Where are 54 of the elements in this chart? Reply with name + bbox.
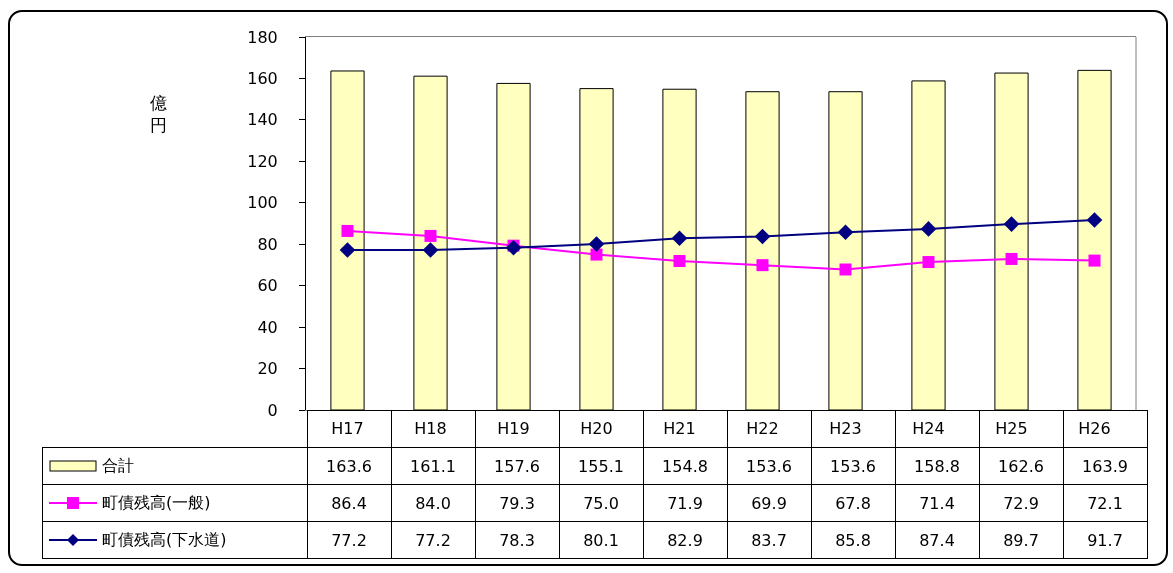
- y-axis-title: 億円: [148, 92, 168, 136]
- data-label: 84.0: [391, 484, 475, 522]
- data-label: 163.9: [1063, 447, 1147, 485]
- x-tick-label: H19: [497, 419, 530, 439]
- legend-label: 町債残高(下水道): [42, 521, 307, 559]
- data-label: 157.6: [475, 447, 559, 485]
- y-tick-label: 40: [257, 317, 278, 337]
- data-label: 71.4: [895, 484, 979, 522]
- data-label: 89.7: [979, 521, 1063, 559]
- y-tick-label: 120: [247, 151, 278, 171]
- data-label: 153.6: [727, 447, 811, 485]
- data-label: 71.9: [643, 484, 727, 522]
- x-tick-label: H26: [1078, 419, 1111, 439]
- data-label: 87.4: [895, 521, 979, 559]
- data-label: 91.7: [1063, 521, 1147, 559]
- data-label: 85.8: [811, 521, 895, 559]
- y-tick-label: 160: [247, 69, 278, 89]
- data-label: 77.2: [391, 521, 475, 559]
- x-tick-label: H24: [912, 419, 945, 439]
- x-tick-label: H22: [746, 419, 779, 439]
- data-label: 163.6: [307, 447, 391, 485]
- data-label: 72.1: [1063, 484, 1147, 522]
- data-label: 162.6: [979, 447, 1063, 485]
- y-tick-label: 100: [247, 193, 278, 213]
- data-label: 80.1: [559, 521, 643, 559]
- x-tick-label: H23: [829, 419, 862, 439]
- x-tick-label: H25: [995, 419, 1028, 439]
- data-label: 72.9: [979, 484, 1063, 522]
- data-label: 77.2: [307, 521, 391, 559]
- y-tick-label: 140: [247, 110, 278, 130]
- y-tick-label: 180: [247, 27, 278, 47]
- data-label: 154.8: [643, 447, 727, 485]
- data-label: 153.6: [811, 447, 895, 485]
- x-tick-label: H18: [414, 419, 447, 439]
- data-label: 79.3: [475, 484, 559, 522]
- y-tick-label: 20: [257, 359, 278, 379]
- data-label: 158.8: [895, 447, 979, 485]
- data-label: 78.3: [475, 521, 559, 559]
- data-label: 161.1: [391, 447, 475, 485]
- legend-label: 町債残高(一般): [42, 484, 307, 522]
- x-tick-label: H20: [580, 419, 613, 439]
- x-tick-label: H17: [331, 419, 364, 439]
- data-label: 155.1: [559, 447, 643, 485]
- data-label: 83.7: [727, 521, 811, 559]
- data-label: 67.8: [811, 484, 895, 522]
- data-label: 75.0: [559, 484, 643, 522]
- x-tick-label: H21: [663, 419, 696, 439]
- y-tick-label: 60: [257, 276, 278, 296]
- legend-label: 合計: [42, 447, 307, 485]
- data-label: 69.9: [727, 484, 811, 522]
- y-tick-label: 80: [257, 234, 278, 254]
- data-label: 82.9: [643, 521, 727, 559]
- y-tick-label: 0: [267, 400, 278, 420]
- data-label: 86.4: [307, 484, 391, 522]
